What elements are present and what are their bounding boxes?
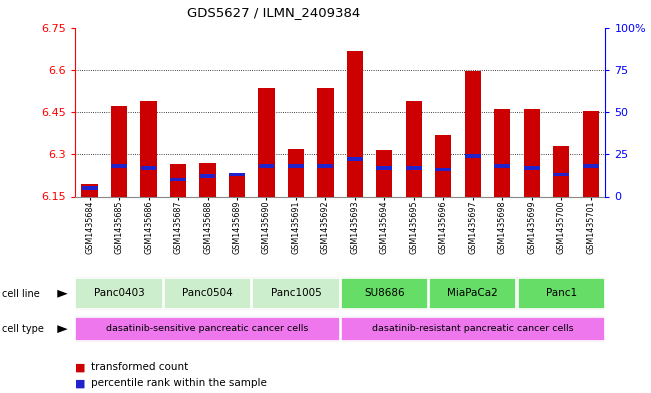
Bar: [111, 164, 127, 168]
Text: transformed count: transformed count: [91, 362, 188, 373]
Bar: [141, 101, 157, 196]
Bar: [288, 164, 304, 168]
Bar: [518, 278, 605, 309]
Bar: [81, 184, 98, 196]
Bar: [253, 278, 340, 309]
Bar: [258, 88, 275, 196]
Text: dasatinib-resistant pancreatic cancer cells: dasatinib-resistant pancreatic cancer ce…: [372, 324, 574, 333]
Bar: [340, 318, 605, 341]
Bar: [436, 134, 451, 196]
Bar: [376, 166, 393, 170]
Bar: [200, 174, 215, 178]
Bar: [199, 163, 215, 196]
Bar: [229, 173, 245, 176]
Bar: [583, 164, 599, 168]
Bar: [229, 173, 245, 196]
Text: Panc0504: Panc0504: [182, 288, 233, 298]
Bar: [553, 146, 570, 196]
Bar: [429, 278, 516, 309]
Text: Panc0403: Panc0403: [94, 288, 145, 298]
Bar: [376, 150, 393, 196]
Bar: [524, 166, 540, 170]
Bar: [347, 51, 363, 196]
Text: Panc1: Panc1: [546, 288, 577, 298]
Bar: [288, 149, 304, 196]
Bar: [406, 166, 422, 170]
Text: MiaPaCa2: MiaPaCa2: [447, 288, 498, 298]
Bar: [583, 110, 599, 196]
Bar: [340, 278, 428, 309]
Bar: [76, 318, 340, 341]
Text: cell line: cell line: [2, 289, 40, 299]
Text: percentile rank within the sample: percentile rank within the sample: [91, 378, 267, 388]
Bar: [318, 164, 333, 168]
Bar: [164, 278, 251, 309]
Bar: [465, 154, 480, 158]
Bar: [76, 278, 163, 309]
Text: ■: ■: [75, 362, 85, 373]
Bar: [494, 109, 510, 196]
Text: GDS5627 / ILMN_2409384: GDS5627 / ILMN_2409384: [187, 6, 360, 19]
Text: SU8686: SU8686: [364, 288, 405, 298]
Bar: [406, 101, 422, 196]
Bar: [523, 109, 540, 196]
Bar: [258, 164, 275, 168]
Bar: [465, 71, 481, 196]
Bar: [347, 158, 363, 161]
Bar: [111, 107, 127, 196]
Bar: [141, 166, 156, 170]
Bar: [317, 88, 333, 196]
Bar: [553, 173, 569, 176]
Bar: [436, 168, 451, 171]
Bar: [170, 164, 186, 196]
Bar: [494, 164, 510, 168]
Text: ■: ■: [75, 378, 85, 388]
Bar: [81, 186, 98, 190]
Text: cell type: cell type: [2, 324, 44, 334]
Text: Panc1005: Panc1005: [271, 288, 322, 298]
Text: dasatinib-sensitive pancreatic cancer cells: dasatinib-sensitive pancreatic cancer ce…: [106, 324, 309, 333]
Bar: [170, 178, 186, 182]
